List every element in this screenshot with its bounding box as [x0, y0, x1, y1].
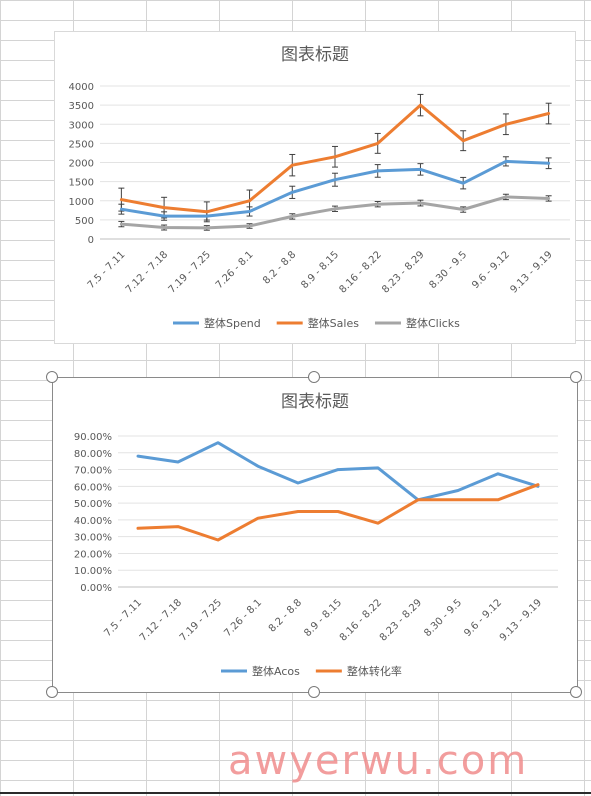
x-tick-label: 8.23 - 8.29	[378, 597, 424, 643]
legend-label-1: 整体Sales	[308, 316, 360, 330]
x-tick-label: 9.13 - 9.19	[508, 249, 554, 295]
y-tick-label: 40.00%	[74, 516, 112, 527]
chart-bottom-selected[interactable]: 图表标题 0.00% 10.00% 20.00% 30.00% 40.00% 50.00% 6…	[52, 377, 578, 693]
x-tick-label: 8.2 - 8.8	[261, 249, 298, 286]
chart-top[interactable]: 图表标题 0 500 1000 1500 2000 2500 3000 3500 4000 7.5 …	[54, 31, 576, 344]
y-tick-label: 1500	[69, 178, 94, 189]
x-tick-label: 8.23 - 8.29	[380, 249, 426, 295]
y-tick-label: 10.00%	[74, 566, 112, 577]
x-tick-label: 8.9 - 8.15	[299, 249, 341, 291]
y-tick-label: 0.00%	[80, 583, 112, 594]
x-tick-label: 9.13 - 9.19	[498, 597, 544, 643]
x-tick-label: 7.26 - 8.1	[222, 597, 264, 639]
x-tick-label: 7.26 - 8.1	[214, 249, 256, 291]
resize-handle-top-right[interactable]	[570, 371, 582, 383]
y-tick-label: 0	[88, 235, 94, 246]
chart-bottom-svg: 图表标题 0.00% 10.00% 20.00% 30.00% 40.00% 50.00% 6…	[74, 392, 558, 678]
chart-title: 图表标题	[281, 45, 349, 65]
x-tick-label: 8.16 - 8.22	[338, 249, 384, 295]
series-line-0	[119, 159, 551, 218]
y-tick-label: 2500	[69, 139, 94, 150]
y-tick-label: 500	[75, 216, 94, 227]
y-tick-label: 30.00%	[74, 533, 112, 544]
series-line-1	[136, 483, 540, 542]
x-tick-label: 7.5 - 7.11	[102, 597, 144, 639]
x-tick-label: 8.16 - 8.22	[338, 597, 384, 643]
legend-label-0: 整体Acos	[252, 664, 300, 678]
series-line-1	[119, 103, 551, 214]
y-tick-label: 3500	[69, 101, 94, 112]
x-tick-label: 7.12 - 7.18	[138, 597, 184, 643]
x-tick-label: 7.12 - 7.18	[124, 249, 170, 295]
y-tick-label: 80.00%	[74, 449, 112, 460]
y-tick-label: 90.00%	[74, 432, 112, 443]
x-tick-label: 8.30 - 9.5	[422, 597, 464, 639]
legend-label-0: 整体Spend	[204, 316, 261, 330]
y-tick-label: 2000	[69, 159, 94, 170]
resize-handle-top-middle[interactable]	[308, 371, 320, 383]
y-tick-label: 20.00%	[74, 549, 112, 560]
x-tick-label: 8.2 - 8.8	[267, 597, 304, 634]
series-line-0	[136, 441, 540, 502]
y-tick-label: 3000	[69, 120, 94, 131]
x-tick-label: 8.9 - 8.15	[302, 597, 344, 639]
x-tick-label: 8.30 - 9.5	[427, 249, 469, 291]
y-tick-label: 1000	[69, 197, 94, 208]
x-tick-label: 9.6 - 9.12	[462, 597, 504, 639]
resize-handle-bottom-left[interactable]	[46, 686, 58, 698]
legend-label-1: 整体转化率	[347, 664, 402, 678]
x-tick-label: 7.19 - 7.25	[178, 597, 224, 643]
chart-title: 图表标题	[281, 392, 349, 412]
y-tick-label: 4000	[69, 82, 94, 93]
resize-handle-top-left[interactable]	[46, 371, 58, 383]
x-tick-label: 7.19 - 7.25	[167, 249, 213, 295]
series-line-2	[119, 195, 551, 230]
y-tick-label: 60.00%	[74, 482, 112, 493]
legend-label-2: 整体Clicks	[406, 316, 460, 330]
resize-handle-bottom-middle[interactable]	[308, 686, 320, 698]
watermark: awyerwu.com	[228, 738, 529, 784]
y-tick-label: 50.00%	[74, 499, 112, 510]
resize-handle-bottom-right[interactable]	[570, 686, 582, 698]
x-tick-label: 9.6 - 9.12	[470, 249, 512, 291]
y-tick-label: 70.00%	[74, 466, 112, 477]
x-tick-label: 7.5 - 7.11	[86, 249, 128, 291]
chart-top-svg: 图表标题 0 500 1000 1500 2000 2500 3000 3500 4000 7.5 …	[69, 45, 570, 330]
sheet-bottom-edge	[0, 792, 591, 794]
